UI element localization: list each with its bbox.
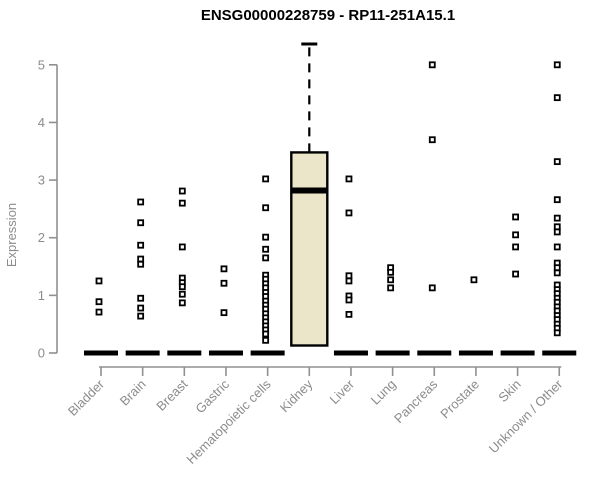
x-tick-label-pancreas: Pancreas: [391, 376, 441, 426]
outlier-point-skin: [512, 270, 519, 278]
outlier-point-bladder: [95, 277, 103, 285]
outlier-point-bladder: [95, 308, 103, 316]
outlier-point-pancreas: [428, 61, 436, 69]
y-axis-title: Expression: [4, 203, 19, 267]
outlier-point-hematopoietic-cells: [262, 254, 270, 262]
outlier-point-brain: [137, 255, 145, 263]
outlier-point-lung: [387, 268, 395, 276]
y-tick-label-2: 2: [38, 230, 45, 245]
median-bladder: [84, 350, 118, 356]
median-lung: [375, 350, 410, 356]
outlier-point-lung: [387, 276, 395, 284]
outlier-point-skin: [512, 243, 519, 251]
x-tick-label-skin: Skin: [495, 377, 523, 405]
x-tick-label-breast: Breast: [153, 376, 190, 413]
outlier-point-unknown-other: [553, 61, 561, 69]
outlier-point-liver: [345, 310, 353, 318]
x-tick-label-lung: Lung: [368, 377, 399, 408]
outlier-point-liver: [345, 277, 353, 285]
outlier-point-brain: [137, 312, 145, 320]
outlier-point-unknown-other: [553, 94, 561, 102]
outlier-point-prostate: [470, 276, 478, 284]
x-tick-label-liver: Liver: [327, 376, 358, 407]
x-tick-label-brain: Brain: [117, 377, 149, 409]
y-tick-label-1: 1: [38, 288, 45, 303]
x-tick-label-kidney: Kidney: [277, 376, 316, 415]
outlier-point-breast: [178, 243, 186, 251]
outlier-point-breast: [178, 187, 186, 195]
outlier-point-unknown-other: [553, 196, 561, 204]
box-kidney: [290, 151, 329, 347]
outlier-point-liver: [345, 209, 353, 217]
outlier-point-unknown-other: [553, 329, 561, 337]
outlier-point-unknown-other: [553, 158, 561, 166]
x-tick-label-prostate: Prostate: [437, 377, 482, 422]
outlier-point-pancreas: [428, 136, 436, 144]
outlier-point-brain: [137, 219, 145, 227]
outlier-point-brain: [137, 260, 145, 268]
outlier-point-brain: [137, 198, 145, 206]
outlier-point-gastric: [220, 309, 228, 317]
median-gastric: [208, 350, 243, 356]
x-tick-label-bladder: Bladder: [65, 376, 108, 419]
outlier-point-unknown-other: [553, 243, 561, 251]
median-unknown-other: [542, 350, 577, 356]
outlier-point-hematopoietic-cells: [262, 245, 270, 253]
median-brain: [125, 350, 160, 356]
outlier-point-pancreas: [428, 284, 436, 292]
outlier-point-hematopoietic-cells: [262, 330, 270, 338]
outlier-point-brain: [137, 304, 145, 312]
outlier-point-breast: [178, 299, 186, 307]
outlier-point-breast: [178, 290, 186, 298]
outlier-point-breast: [178, 283, 186, 291]
outlier-point-bladder: [95, 298, 103, 306]
median-prostate: [458, 350, 493, 356]
outlier-point-unknown-other: [553, 223, 561, 231]
outlier-point-liver: [345, 296, 353, 304]
y-tick-label-5: 5: [38, 57, 45, 72]
outlier-point-unknown-other: [553, 264, 561, 272]
y-tick-label-0: 0: [38, 346, 45, 361]
outlier-point-gastric: [220, 265, 228, 273]
x-tick-label-gastric: Gastric: [192, 376, 232, 416]
outlier-point-breast: [178, 199, 186, 207]
median-breast: [167, 350, 202, 356]
median-skin: [500, 350, 535, 356]
outlier-point-hematopoietic-cells: [262, 336, 270, 344]
outlier-point-brain: [137, 241, 145, 249]
outlier-point-hematopoietic-cells: [262, 233, 270, 241]
outlier-point-liver: [345, 272, 353, 280]
chart-title: ENSG00000228759 - RP11-251A15.1: [201, 7, 455, 24]
outlier-point-liver: [345, 175, 353, 183]
median-hematopoietic-cells: [250, 350, 285, 356]
x-tick-label-unknown-other: Unknown / Other: [486, 376, 566, 456]
outlier-point-lung: [387, 284, 395, 292]
y-tick-label-3: 3: [38, 173, 45, 188]
outlier-point-hematopoietic-cells: [262, 204, 270, 212]
outlier-point-gastric: [220, 279, 228, 287]
outlier-point-hematopoietic-cells: [262, 175, 270, 183]
outlier-point-skin: [512, 213, 519, 221]
outlier-point-brain: [137, 294, 145, 302]
outlier-point-skin: [512, 231, 519, 239]
outlier-point-unknown-other: [553, 269, 561, 277]
outlier-point-unknown-other: [553, 228, 561, 236]
median-liver: [333, 350, 368, 356]
y-tick-label-4: 4: [38, 115, 45, 130]
outlier-point-unknown-other: [553, 214, 561, 222]
median-pancreas: [417, 350, 452, 356]
